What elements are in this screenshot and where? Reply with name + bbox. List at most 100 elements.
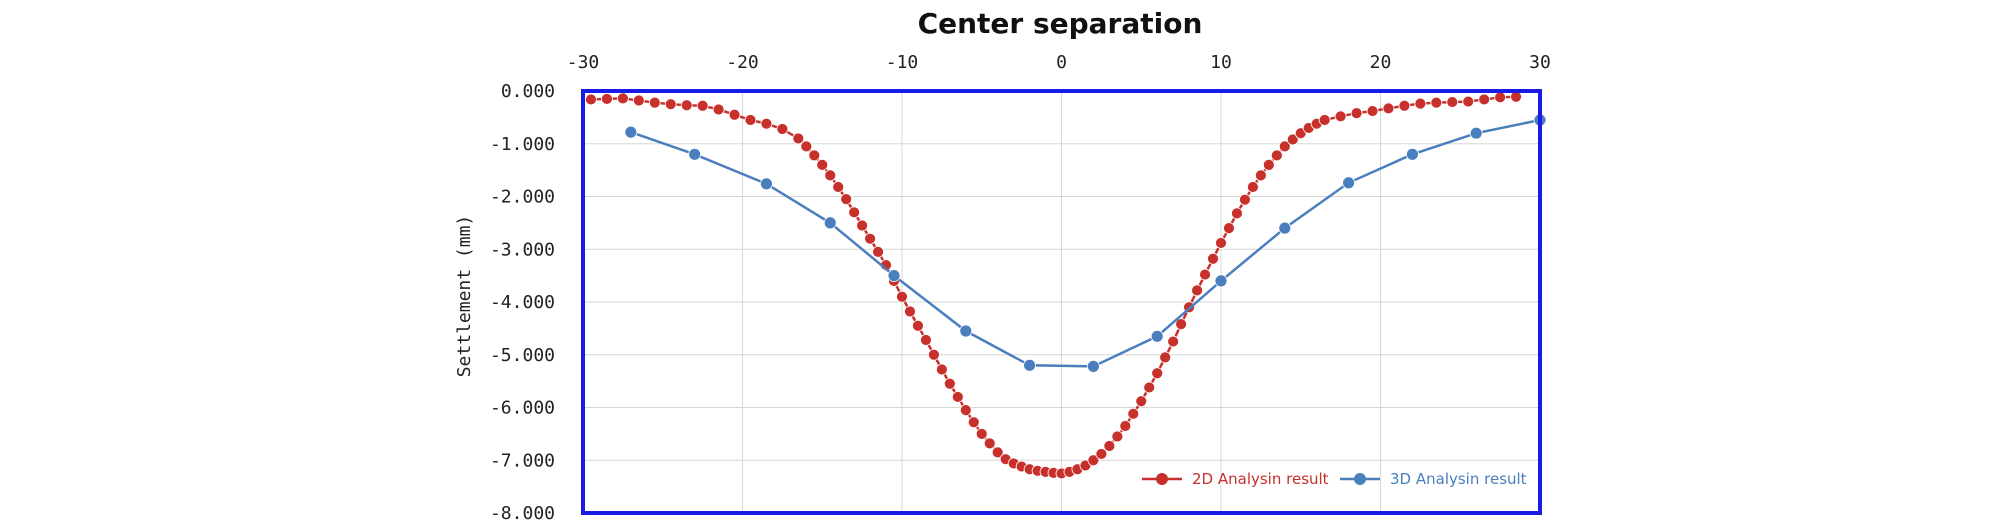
data-point [1167, 335, 1180, 348]
data-point [1215, 237, 1227, 249]
data-point [1262, 158, 1275, 171]
y-tick-label: -4.000 [490, 292, 555, 313]
data-point [1207, 252, 1219, 265]
x-tick-label: 20 [1370, 52, 1392, 73]
data-point [1334, 110, 1347, 123]
data-point [1150, 329, 1164, 343]
data-point [959, 404, 972, 417]
x-tick-labels: -30 -20 -10 0 10 20 30 [567, 52, 1551, 73]
data-point [1111, 430, 1124, 443]
data-point [928, 348, 940, 361]
x-tick-label: 10 [1210, 52, 1232, 73]
data-point [1214, 274, 1228, 288]
data-point [688, 147, 702, 161]
legend-marker [1354, 473, 1366, 485]
data-point [1446, 96, 1459, 108]
data-series [585, 90, 1547, 480]
legend: 2D Analysin result 3D Analysin result [1142, 470, 1527, 488]
data-point [744, 114, 757, 126]
data-point [967, 416, 980, 429]
series-2 [624, 113, 1547, 373]
data-point [935, 363, 948, 376]
x-tick-label: -10 [886, 52, 919, 73]
data-point [712, 103, 725, 116]
data-point [1239, 193, 1251, 206]
legend-label: 2D Analysin result [1192, 470, 1329, 488]
data-point [808, 149, 821, 162]
data-point [680, 99, 693, 112]
legend-label: 3D Analysin result [1390, 470, 1527, 488]
chart-title: Center separation [918, 7, 1203, 40]
y-tick-label: -2.000 [490, 187, 555, 208]
data-point [760, 117, 773, 130]
data-point [1366, 105, 1379, 117]
data-point [951, 391, 964, 403]
data-point [1231, 207, 1243, 220]
data-point [1119, 420, 1132, 432]
legend-entry-2: 3D Analysin result [1340, 470, 1527, 488]
data-point [887, 269, 901, 283]
data-point [1143, 381, 1156, 394]
data-point [1223, 222, 1235, 235]
data-point [840, 193, 853, 206]
data-point [648, 96, 661, 109]
data-point [1023, 358, 1036, 372]
data-point [823, 216, 837, 230]
y-axis-label: Settlement (mm) [454, 215, 475, 378]
y-tick-labels: 0.000 -1.000 -2.000 -3.000 -4.000 -5.000 -6.00… [490, 81, 555, 524]
data-point [1191, 284, 1203, 297]
data-point [904, 305, 916, 318]
data-point [1270, 149, 1283, 162]
data-point [1478, 93, 1491, 106]
data-point [776, 123, 789, 135]
y-tick-label: -6.000 [490, 398, 555, 419]
x-tick-label: -30 [567, 52, 600, 73]
data-point [1286, 133, 1299, 146]
data-point [728, 108, 741, 121]
data-point [864, 232, 876, 245]
data-point [943, 377, 956, 390]
y-tick-label: -8.000 [490, 503, 555, 524]
data-point [856, 219, 869, 232]
data-point [1159, 351, 1172, 364]
data-point [983, 437, 996, 450]
x-tick-label: 0 [1056, 52, 1067, 73]
x-tick-label: 30 [1529, 52, 1551, 73]
data-point [1318, 114, 1331, 126]
y-tick-label: 0.000 [501, 81, 555, 102]
data-point [1087, 454, 1100, 467]
y-tick-label: -1.000 [490, 134, 555, 155]
data-point [601, 93, 613, 105]
data-point [824, 169, 837, 182]
data-point [1175, 318, 1188, 331]
data-point [1382, 102, 1395, 115]
data-point [959, 324, 973, 338]
data-point [632, 94, 645, 107]
data-point [975, 427, 988, 440]
data-point [1278, 221, 1292, 235]
data-point [1278, 140, 1291, 153]
data-point [624, 125, 638, 139]
legend-marker [1156, 473, 1168, 485]
data-point [585, 93, 597, 106]
data-point [664, 98, 677, 111]
data-point [1350, 107, 1363, 120]
data-point [696, 99, 709, 112]
data-point [1469, 126, 1483, 140]
data-point [800, 140, 813, 153]
data-point [991, 446, 1004, 459]
y-tick-label: -7.000 [490, 450, 555, 471]
data-point [1254, 169, 1267, 182]
data-point [792, 132, 805, 145]
y-tick-label: -5.000 [490, 345, 555, 366]
data-point [1494, 91, 1507, 104]
data-point [832, 181, 845, 193]
data-point [1135, 395, 1148, 408]
y-tick-label: -3.000 [490, 239, 555, 260]
series-line [590, 95, 1517, 475]
data-point [872, 245, 884, 258]
data-point [1342, 176, 1355, 190]
data-point [616, 92, 629, 105]
grid-lines [582, 90, 1541, 514]
